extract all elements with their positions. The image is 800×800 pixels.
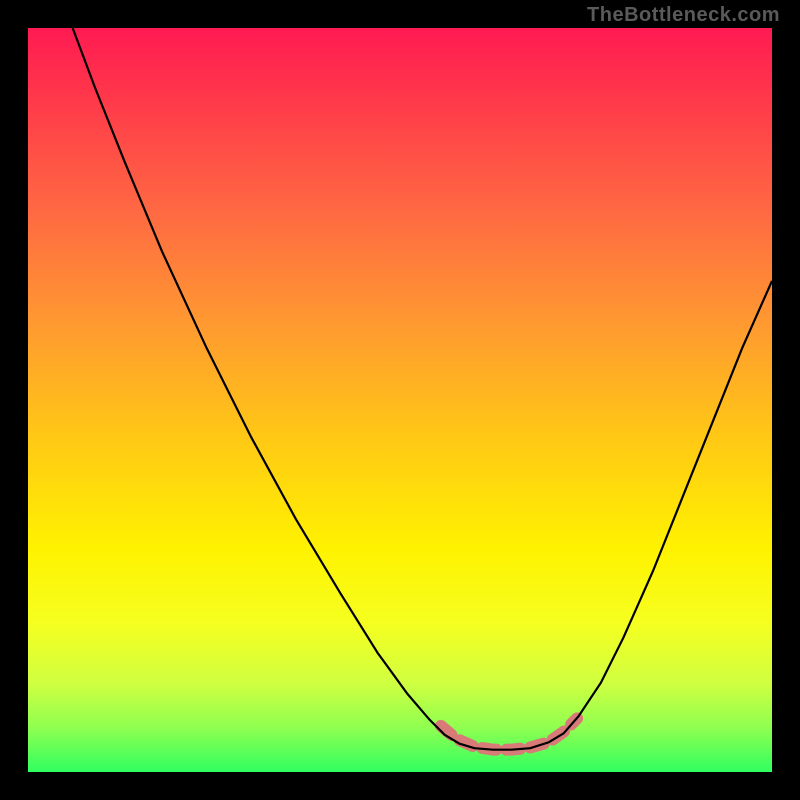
- plot-area: [28, 28, 772, 772]
- curve-layer: [28, 28, 772, 772]
- bottleneck-curve: [73, 28, 772, 750]
- watermark-text: TheBottleneck.com: [587, 4, 780, 27]
